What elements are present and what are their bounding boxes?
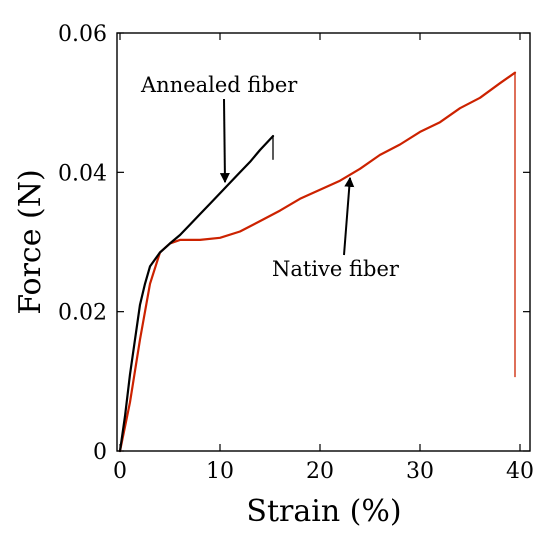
y-tick-label: 0 [93,440,107,465]
x-tick-label: 40 [506,459,534,484]
y-tick-label: 0.06 [58,22,107,47]
annotation-label: Native fiber [272,257,400,281]
plot-frame [116,32,531,452]
x-axis-ticks: 0 10 20 30 40 [113,33,534,484]
x-axis-title: Strain (%) [246,494,401,529]
annotation-arrow [343,176,355,256]
y-axis-title: Force (N) [13,169,48,314]
y-axis-ticks: 0 0.02 0.04 0.06 [58,22,530,465]
x-tick-label: 30 [406,459,434,484]
series-line-native [118,71,517,453]
x-tick-label: 0 [113,459,127,484]
y-tick-label: 0.04 [58,161,107,186]
y-tick-label: 0.02 [58,301,107,326]
series-line-annealed [118,135,275,453]
annotation-layer: Annealed fiber Native fiber [140,73,400,281]
series-layer [118,71,517,453]
annotation-arrow [219,98,230,184]
annotation-label: Annealed fiber [140,73,298,97]
x-tick-label: 10 [206,459,234,484]
x-tick-label: 20 [306,459,334,484]
